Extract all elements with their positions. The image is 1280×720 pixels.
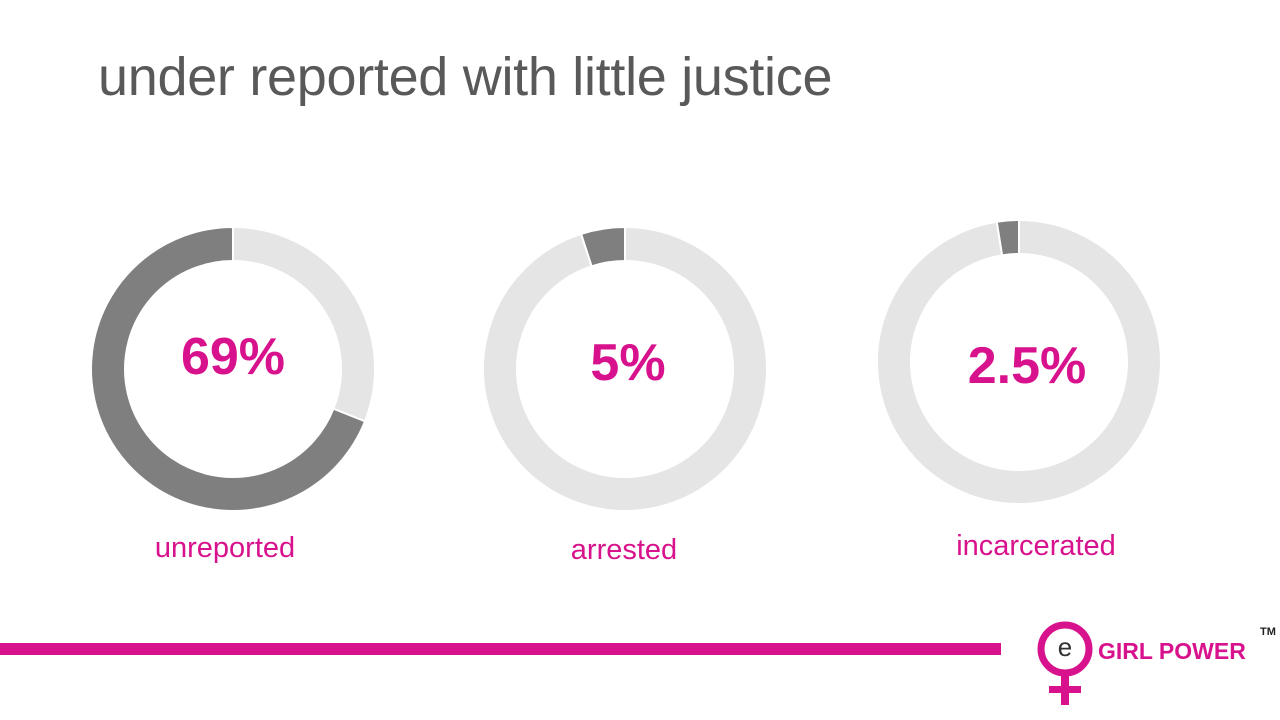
donut-slice-remainder bbox=[482, 225, 768, 512]
female-symbol-icon bbox=[1037, 621, 1093, 705]
donut-label-unreported: unreported bbox=[154, 532, 296, 564]
donut-chart-unreported: 69% bbox=[83, 219, 383, 519]
donut-value: 2.5% bbox=[967, 337, 1087, 395]
girl-power-logo: e GIRL POWER TM bbox=[1030, 618, 1280, 718]
donut-value: 69% bbox=[180, 328, 286, 386]
donut-svg bbox=[876, 218, 1162, 505]
slide-title: under reported with little justice bbox=[98, 47, 833, 107]
donut-slice-remainder bbox=[232, 225, 376, 423]
trademark-mark: TM bbox=[1260, 626, 1276, 638]
donut-chart-arrested: 5% bbox=[475, 219, 775, 519]
footer-accent-line bbox=[0, 643, 1001, 655]
logo-text: GIRL POWER bbox=[1098, 638, 1246, 664]
donut-value: 5% bbox=[590, 334, 666, 392]
donut-slice-value bbox=[995, 218, 1020, 257]
donut-slice-remainder bbox=[876, 218, 1162, 505]
donut-label-arrested: arrested bbox=[570, 534, 678, 566]
donut-slice-value bbox=[90, 225, 367, 512]
donut-label-incarcerated: incarcerated bbox=[956, 530, 1116, 562]
donut-slice-value bbox=[579, 225, 626, 268]
donut-svg bbox=[90, 225, 376, 512]
donut-chart-incarcerated: 2.5% bbox=[869, 212, 1169, 512]
logo-letter: e bbox=[1057, 632, 1073, 662]
donut-svg bbox=[482, 225, 768, 512]
